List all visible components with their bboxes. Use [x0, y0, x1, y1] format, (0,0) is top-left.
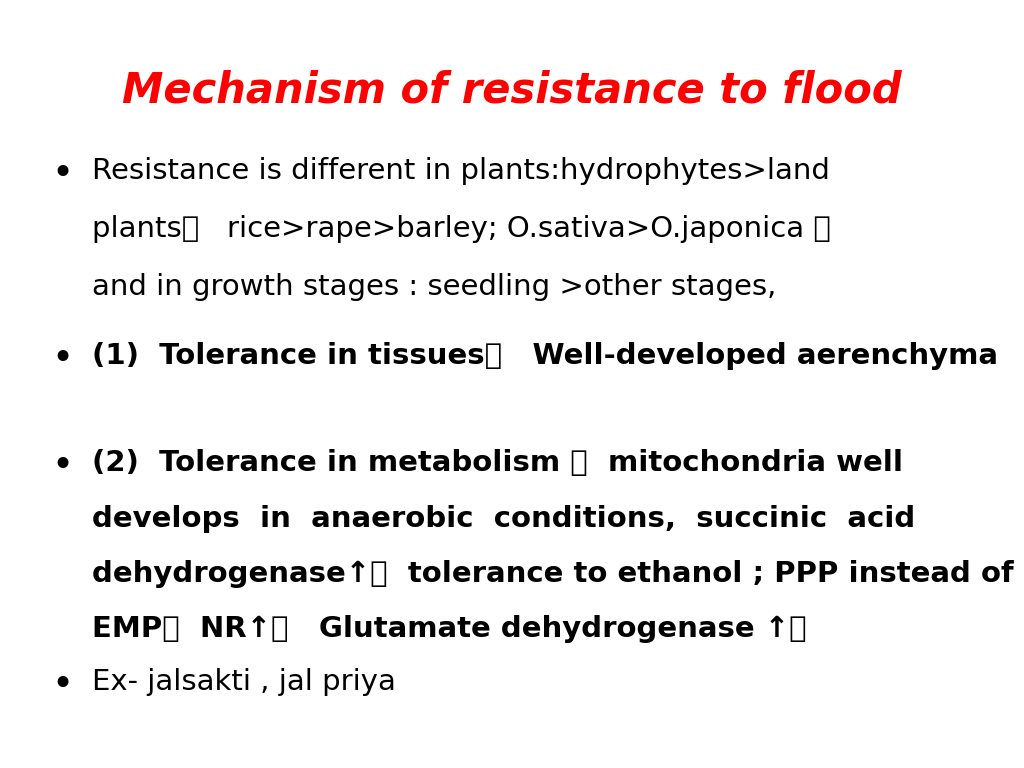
Text: •: • — [51, 668, 74, 704]
Text: •: • — [51, 157, 74, 194]
Text: •: • — [51, 449, 74, 485]
Text: (2)  Tolerance in metabolism ：  mitochondria well: (2) Tolerance in metabolism ： mitochondr… — [92, 449, 903, 477]
Text: (1)  Tolerance in tissues：   Well-developed aerenchyma: (1) Tolerance in tissues： Well-developed… — [92, 342, 998, 369]
Text: develops  in  anaerobic  conditions,  succinic  acid: develops in anaerobic conditions, succin… — [92, 505, 915, 532]
Text: EMP，  NR↑，   Glutamate dehydrogenase ↑。: EMP， NR↑， Glutamate dehydrogenase ↑。 — [92, 615, 807, 643]
Text: Mechanism of resistance to flood: Mechanism of resistance to flood — [122, 69, 902, 111]
Text: and in growth stages : seedling >other stages,: and in growth stages : seedling >other s… — [92, 273, 776, 300]
Text: dehydrogenase↑，  tolerance to ethanol ; PPP instead of: dehydrogenase↑， tolerance to ethanol ; P… — [92, 560, 1014, 588]
Text: Resistance is different in plants:hydrophytes>land: Resistance is different in plants:hydrop… — [92, 157, 830, 185]
Text: •: • — [51, 342, 74, 378]
Text: plants，   rice>rape>barley; O.sativa>O.japonica ，: plants， rice>rape>barley; O.sativa>O.jap… — [92, 215, 831, 243]
Text: Ex- jalsakti , jal priya: Ex- jalsakti , jal priya — [92, 668, 396, 696]
